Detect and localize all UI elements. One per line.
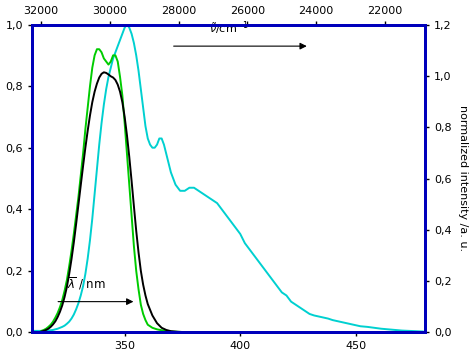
Y-axis label: normalized intensity /a. u.: normalized intensity /a. u. bbox=[458, 105, 468, 252]
Text: $\overline{\lambda}$ / nm: $\overline{\lambda}$ / nm bbox=[67, 276, 106, 292]
Text: $\tilde{\nu}$/cm$^{-1}$: $\tilde{\nu}$/cm$^{-1}$ bbox=[209, 19, 248, 37]
